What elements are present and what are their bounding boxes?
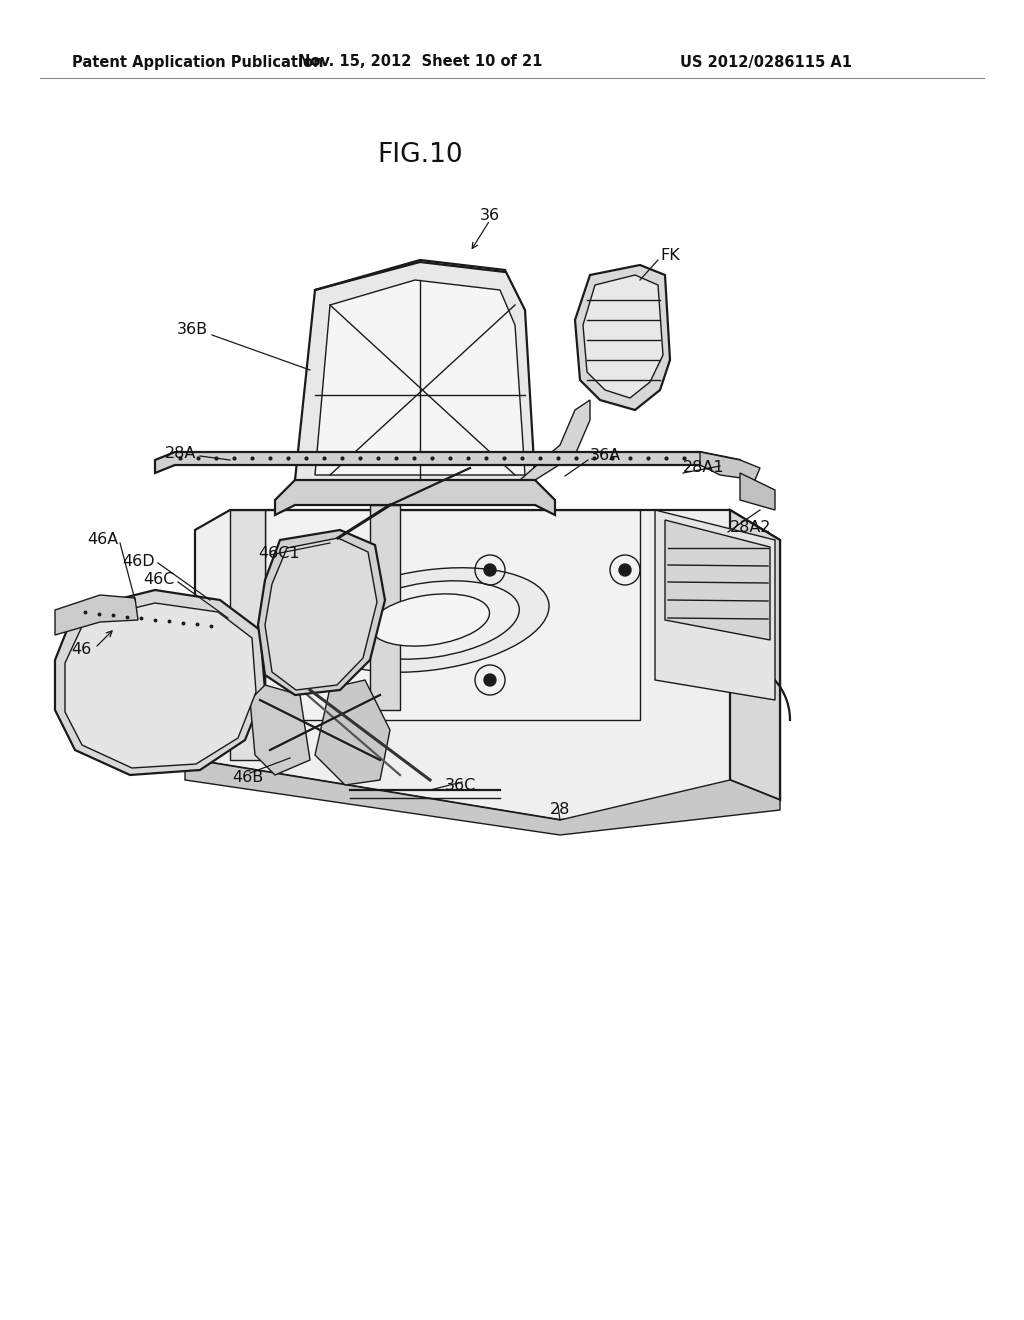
Polygon shape — [655, 510, 775, 700]
Text: 28A: 28A — [165, 446, 196, 461]
Polygon shape — [55, 595, 138, 635]
Text: 36A: 36A — [590, 447, 622, 462]
Text: 46B: 46B — [232, 771, 263, 785]
Text: 46: 46 — [72, 643, 92, 657]
Text: 46C: 46C — [143, 573, 175, 587]
Polygon shape — [730, 510, 780, 800]
Ellipse shape — [371, 594, 489, 645]
Polygon shape — [583, 275, 663, 399]
Text: 28A1: 28A1 — [683, 461, 725, 475]
Polygon shape — [250, 685, 310, 775]
Text: Patent Application Publication: Patent Application Publication — [72, 54, 324, 70]
Circle shape — [484, 675, 496, 686]
Text: 46C1: 46C1 — [258, 545, 300, 561]
Text: 36B: 36B — [177, 322, 208, 338]
Polygon shape — [265, 510, 640, 719]
Text: 46A: 46A — [87, 532, 118, 548]
Text: FIG.10: FIG.10 — [377, 143, 463, 168]
Ellipse shape — [311, 568, 549, 672]
Polygon shape — [195, 510, 780, 820]
Polygon shape — [55, 590, 265, 775]
Polygon shape — [295, 260, 535, 500]
Polygon shape — [700, 451, 760, 480]
Text: 28A2: 28A2 — [730, 520, 771, 535]
Circle shape — [484, 564, 496, 576]
Text: 28: 28 — [550, 803, 570, 817]
Polygon shape — [575, 265, 670, 411]
Polygon shape — [65, 603, 256, 768]
Polygon shape — [265, 539, 377, 690]
Polygon shape — [155, 451, 740, 473]
Polygon shape — [185, 760, 780, 836]
Polygon shape — [370, 506, 400, 710]
Polygon shape — [315, 680, 390, 785]
Text: 36C: 36C — [444, 777, 475, 792]
Polygon shape — [665, 520, 770, 640]
Polygon shape — [275, 480, 555, 515]
Text: Nov. 15, 2012  Sheet 10 of 21: Nov. 15, 2012 Sheet 10 of 21 — [298, 54, 542, 70]
Text: US 2012/0286115 A1: US 2012/0286115 A1 — [680, 54, 852, 70]
Ellipse shape — [341, 581, 519, 659]
Polygon shape — [520, 400, 590, 480]
Polygon shape — [230, 510, 265, 760]
Polygon shape — [740, 473, 775, 510]
Text: 46D: 46D — [123, 554, 155, 569]
Text: FK: FK — [660, 248, 680, 263]
Polygon shape — [315, 280, 525, 475]
Text: 36: 36 — [480, 207, 500, 223]
Polygon shape — [258, 531, 385, 696]
Circle shape — [618, 564, 631, 576]
